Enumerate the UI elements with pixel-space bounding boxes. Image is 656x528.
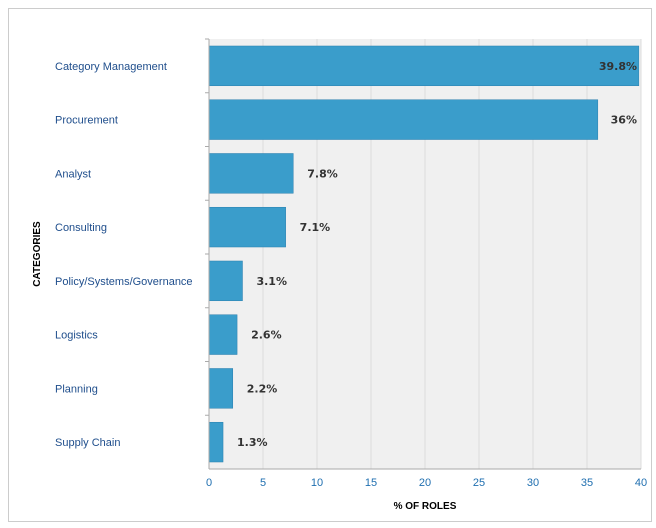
x-tick-label: 15 xyxy=(365,477,377,489)
bar-chart: Category Management Procurement Analyst Con… xyxy=(32,38,647,512)
data-label: 3.1% xyxy=(256,275,287,288)
bar xyxy=(208,314,238,355)
bars xyxy=(205,38,640,463)
data-labels: 39.8% 36% 7.8% 7.1% 3.1% 2.6% 2.2% 1.3% xyxy=(237,60,637,449)
bar xyxy=(208,206,286,248)
x-tick-label: 25 xyxy=(473,477,485,489)
x-tick-label: 40 xyxy=(635,477,647,489)
category-label: Planning xyxy=(55,383,98,395)
data-label: 7.8% xyxy=(307,167,338,180)
category-label: Consulting xyxy=(55,222,107,234)
category-label: Procurement xyxy=(55,115,118,127)
x-tick-label: 20 xyxy=(419,477,431,489)
chart-frame: Category Management Procurement Analyst Con… xyxy=(8,8,652,522)
x-tick-label: 30 xyxy=(527,477,539,489)
bar xyxy=(208,45,640,87)
data-label: 1.3% xyxy=(237,436,268,449)
category-label: Supply Chain xyxy=(55,437,120,449)
bar xyxy=(208,99,599,140)
data-label: 2.6% xyxy=(251,329,282,342)
category-label: Policy/Systems/Governance xyxy=(55,276,193,288)
bar xyxy=(208,368,234,409)
y-axis-title: CATEGORIES xyxy=(32,221,43,287)
data-label: 2.2% xyxy=(247,382,278,395)
data-label: 36% xyxy=(611,114,637,127)
x-tick-label: 5 xyxy=(260,477,266,489)
category-label: Logistics xyxy=(55,330,98,342)
bar xyxy=(208,153,294,194)
x-axis-ticks: 0 5 10 15 20 25 30 35 40 xyxy=(206,477,647,489)
category-labels: Category Management Procurement Analyst Con… xyxy=(55,61,193,449)
category-label: Category Management xyxy=(55,61,167,73)
x-tick-label: 0 xyxy=(206,477,212,489)
x-axis-title: % OF ROLES xyxy=(394,501,457,512)
x-tick-label: 10 xyxy=(311,477,323,489)
data-label: 7.1% xyxy=(300,221,331,234)
bar xyxy=(208,260,243,302)
bar xyxy=(208,421,224,463)
data-label: 39.8% xyxy=(599,60,637,73)
category-label: Analyst xyxy=(55,168,91,180)
x-tick-label: 35 xyxy=(581,477,593,489)
